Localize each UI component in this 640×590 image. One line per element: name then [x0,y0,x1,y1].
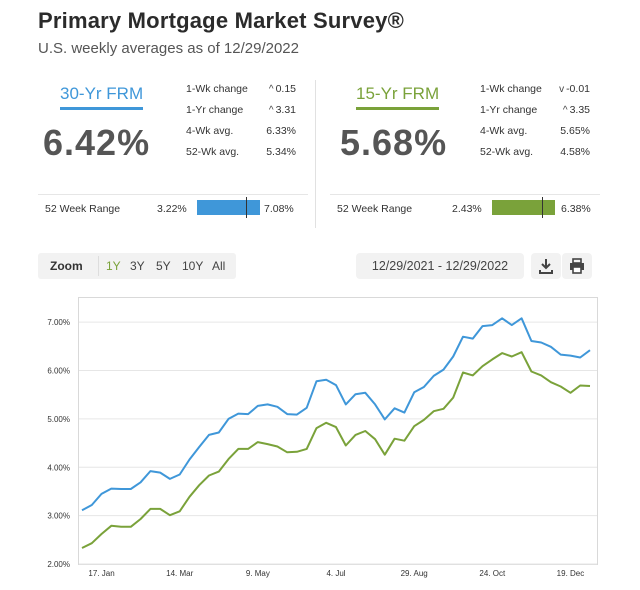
stat-row: 4-Wk avg. 5.65% [480,125,600,146]
download-icon [539,259,553,274]
stat-row: 52-Wk avg. 5.34% [186,146,306,167]
zoom-10y-button[interactable]: 10Y [182,259,204,273]
stat-value: ^ 3.31 [268,104,296,116]
stat-label: 4-Wk avg. [480,125,528,137]
fixed15-label: 15-Yr FRM [356,84,440,110]
stat-row: 1-Yr change ^ 3.35 [480,104,600,125]
y-tick-label: 7.00% [47,318,70,327]
range-high: 6.38% [561,203,591,215]
down-arrow-icon: v [559,84,565,95]
up-arrow-icon: ^ [268,105,274,116]
stat-value: 6.33% [266,125,296,137]
fixed30-rate: 6.42% [43,122,151,163]
up-arrow-icon: ^ [562,105,568,116]
zoom-3y-button[interactable]: 3Y [130,259,145,273]
x-tick-label: 29. Aug [401,569,428,578]
stat-value: ^ 3.35 [562,104,590,116]
stat-row: 52-Wk avg. 4.58% [480,146,600,167]
stat-row: 4-Wk avg. 6.33% [186,125,306,146]
fixed15-range-row: 52 Week Range 2.43% 6.38% [330,194,600,218]
range-label: 52 Week Range [45,203,121,215]
stat-label: 1-Yr change [186,104,244,116]
zoom-bar: Zoom 1Y 3Y 5Y 10Y All [38,253,236,279]
y-tick-label: 4.00% [47,463,70,472]
page-subtitle: U.S. weekly averages as of 12/29/2022 [38,40,299,57]
x-tick-label: 9. May [246,569,270,578]
zoom-separator [98,256,99,276]
y-tick-label: 2.00% [47,560,70,569]
stat-value: ^ 0.15 [268,83,296,95]
stat-label: 1-Wk change [480,83,542,95]
range-low: 2.43% [452,203,482,215]
y-tick-label: 3.00% [47,512,70,521]
fixed30-range-row: 52 Week Range 3.22% 7.08% [38,194,308,218]
zoom-all-button[interactable]: All [212,259,226,273]
stat-row: 1-Wk change v -0.01 [480,83,600,104]
date-range-picker[interactable]: 12/29/2021 - 12/29/2022 [356,253,524,279]
fixed15-stats: 1-Wk change v -0.01 1-Yr change ^ 3.35 4-W… [480,83,600,167]
stat-label: 4-Wk avg. [186,125,234,137]
zoom-1y-button[interactable]: 1Y [106,259,121,273]
download-button[interactable] [531,253,561,279]
print-icon [570,258,584,274]
fixed30-stats: 1-Wk change ^ 0.15 1-Yr change ^ 3.31 4-Wk… [186,83,306,167]
series-line-0 [81,317,591,512]
y-tick-label: 5.00% [47,415,70,424]
fixed15-panel: 15-Yr FRM 5.68% 1-Wk change v -0.01 1-Yr … [330,78,600,228]
range-high: 7.08% [264,203,294,215]
fixed30-label: 30-Yr FRM [60,84,144,110]
zoom-5y-button[interactable]: 5Y [156,259,171,273]
stat-value: v -0.01 [559,83,590,95]
stat-row: 1-Yr change ^ 3.31 [186,104,306,125]
y-tick-label: 6.00% [47,367,70,376]
x-tick-label: 24. Oct [479,569,506,578]
page-title: Primary Mortgage Market Survey® [38,8,404,33]
range-bar [492,197,555,218]
print-button[interactable] [562,253,592,279]
x-tick-label: 17. Jan [88,569,114,578]
stat-value: 4.58% [560,146,590,158]
range-current-marker [542,197,543,218]
stat-value: 5.65% [560,125,590,137]
panel-divider [315,80,316,228]
series-line-1 [81,351,591,549]
fixed30-panel: 30-Yr FRM 6.42% 1-Wk change ^ 0.15 1-Yr c… [38,78,308,228]
zoom-label: Zoom [50,259,83,273]
range-low: 3.22% [157,203,187,215]
fixed15-rate: 5.68% [340,122,448,163]
stat-value: 5.34% [266,146,296,158]
x-tick-label: 14. Mar [166,569,193,578]
x-tick-label: 4. Jul [326,569,345,578]
x-tick-label: 19. Dec [557,569,585,578]
up-arrow-icon: ^ [268,84,274,95]
stat-label: 52-Wk avg. [480,146,534,158]
stat-row: 1-Wk change ^ 0.15 [186,83,306,104]
stat-label: 1-Wk change [186,83,248,95]
range-label: 52 Week Range [337,203,413,215]
stat-label: 1-Yr change [480,104,538,116]
stat-label: 52-Wk avg. [186,146,240,158]
range-bar [197,197,260,218]
range-current-marker [246,197,247,218]
